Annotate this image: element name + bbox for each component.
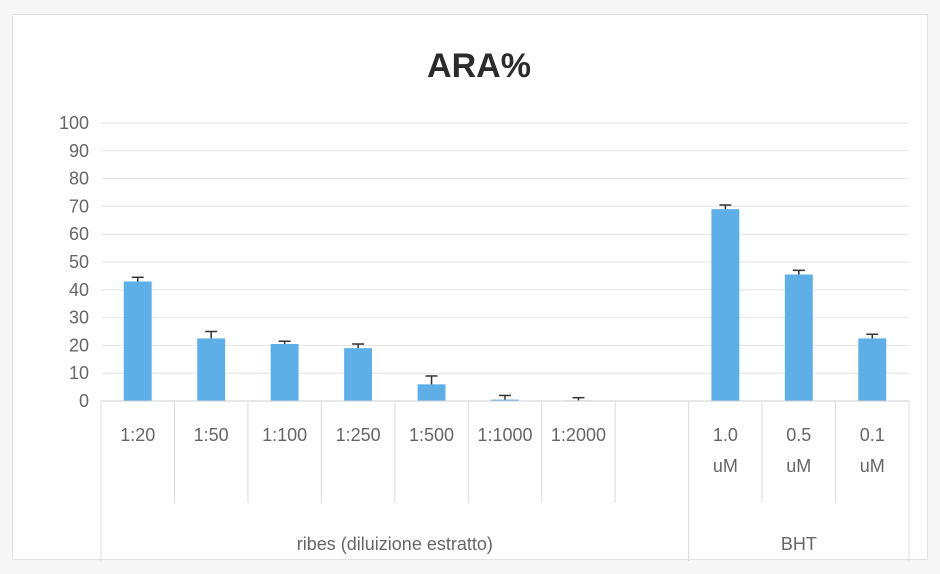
ara-bar-chart: ARA% 0 10 20 30 40 50 60 70 80 90 100 1:20 1:50 1:10… <box>59 47 910 561</box>
bar <box>784 274 813 401</box>
x-tick-label: 1:500 <box>409 425 454 445</box>
x-tick-label: 1:100 <box>262 425 307 445</box>
y-tick-label: 10 <box>69 363 89 383</box>
chart-title: ARA% <box>427 47 531 85</box>
y-axis-ticks: 0 10 20 30 40 50 60 70 80 90 100 <box>59 113 89 411</box>
x-tick-label: uM <box>786 456 811 476</box>
x-tick-label: 1.0 <box>713 425 738 445</box>
bar <box>417 384 446 401</box>
bar <box>270 344 299 401</box>
group-label: ribes (diluizione estratto) <box>297 534 493 554</box>
y-tick-label: 20 <box>69 335 89 355</box>
y-tick-label: 100 <box>59 113 89 133</box>
y-tick-label: 60 <box>69 224 89 244</box>
x-tick-label: 1:50 <box>194 425 229 445</box>
x-tick-label: 1:1000 <box>477 425 532 445</box>
y-tick-label: 0 <box>79 391 89 411</box>
bar <box>711 209 740 401</box>
chart-frame: ARA% 0 10 20 30 40 50 60 70 80 90 100 1:20 1:50 1:10… <box>12 14 928 561</box>
x-tick-label: 1:20 <box>120 425 155 445</box>
x-axis-labels: 1:20 1:50 1:100 1:250 1:500 1:1000 1:2000 1.0 uM… <box>120 425 885 476</box>
bar <box>197 338 226 401</box>
y-tick-label: 40 <box>69 280 89 300</box>
bar <box>858 338 887 401</box>
y-tick-label: 70 <box>69 196 89 216</box>
bar <box>344 348 373 401</box>
x-tick-label: 0.5 <box>786 425 811 445</box>
group-label: BHT <box>781 534 817 554</box>
y-tick-label: 50 <box>69 252 89 272</box>
bar <box>491 399 519 401</box>
bar <box>123 281 152 401</box>
grid-lines <box>101 122 909 374</box>
bars <box>123 209 887 402</box>
x-tick-label: 0.1 <box>860 425 885 445</box>
x-tick-label: 1:2000 <box>551 425 606 445</box>
x-tick-label: 1:250 <box>336 425 381 445</box>
y-tick-label: 90 <box>69 141 89 161</box>
x-tick-label: uM <box>860 456 885 476</box>
category-axis-table <box>100 400 910 561</box>
group-labels: ribes (diluizione estratto) BHT <box>297 534 817 554</box>
y-tick-label: 80 <box>69 169 89 189</box>
y-tick-label: 30 <box>69 308 89 328</box>
x-tick-label: uM <box>713 456 738 476</box>
error-bars <box>131 204 879 401</box>
